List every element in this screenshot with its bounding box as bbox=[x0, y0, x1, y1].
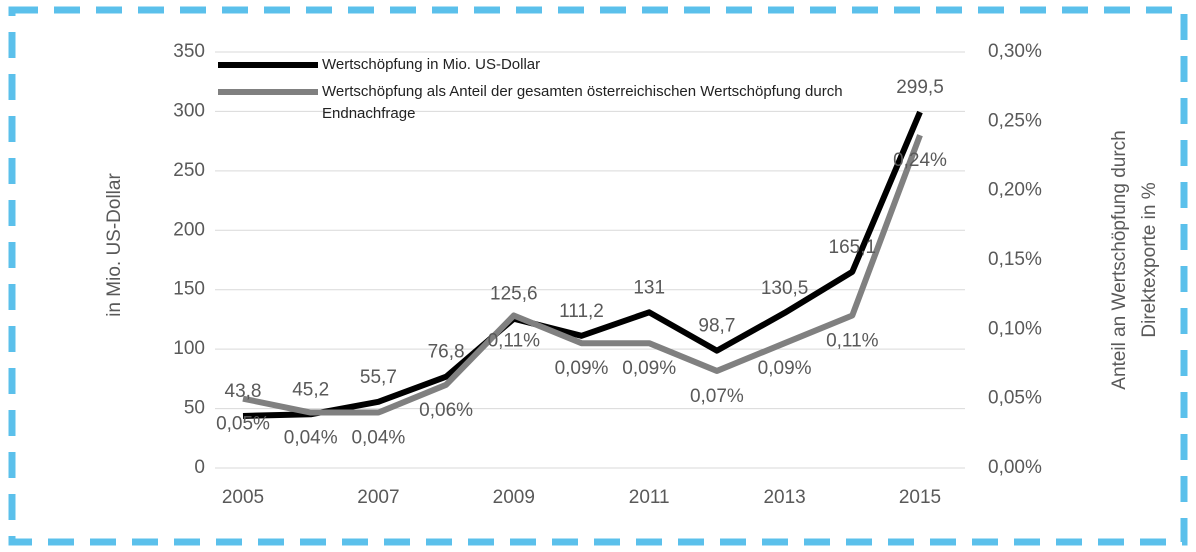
legend-label: Wertschöpfung als Anteil der gesamten ös… bbox=[322, 83, 843, 122]
y2-tick-label: 0,10% bbox=[988, 318, 1042, 339]
data-label: 76,8 bbox=[428, 342, 465, 363]
legend-label: Wertschöpfung in Mio. US-Dollar bbox=[322, 56, 541, 73]
series-line bbox=[242, 110, 923, 419]
x-tick-label: 2005 bbox=[222, 487, 264, 508]
frame bbox=[8, 6, 1188, 546]
data-label: 0,09% bbox=[758, 358, 812, 379]
y-tick-label: 250 bbox=[173, 160, 205, 181]
x-tick-label: 2009 bbox=[493, 487, 535, 508]
data-label: 0,07% bbox=[690, 386, 744, 407]
y2-tick-label: 0,15% bbox=[988, 249, 1042, 270]
data-label: 130,5 bbox=[761, 278, 809, 299]
y-tick-label: 150 bbox=[173, 279, 205, 300]
data-label: 125,6 bbox=[490, 284, 538, 305]
data-label: 111,2 bbox=[559, 301, 604, 322]
y2-axis-title: Anteil an Wertschöpfung durch Direktexpo… bbox=[1109, 130, 1160, 390]
y-tick-label: 100 bbox=[173, 338, 205, 359]
data-label: 299,5 bbox=[896, 77, 944, 98]
data-label: 0,04% bbox=[351, 428, 405, 449]
data-label: 45,2 bbox=[292, 379, 329, 400]
data-label: 55,7 bbox=[360, 367, 397, 388]
data-label: 0,11% bbox=[488, 330, 541, 351]
data-label: 0,24% bbox=[893, 150, 947, 171]
y2-tick-label: 0,20% bbox=[988, 180, 1042, 201]
y-tick-label: 0 bbox=[194, 457, 205, 478]
data-label: 0,06% bbox=[419, 400, 473, 421]
y-axis-title: in Mio. US-Dollar bbox=[104, 173, 125, 317]
x-tick-label: 2015 bbox=[899, 487, 941, 508]
y-tick-label: 300 bbox=[173, 100, 205, 121]
data-label: 98,7 bbox=[698, 316, 735, 337]
data-label: 0,09% bbox=[622, 358, 676, 379]
data-label: 0,05% bbox=[216, 414, 270, 435]
data-label: 165,1 bbox=[829, 237, 877, 258]
y2-tick-label: 0,00% bbox=[988, 457, 1042, 478]
y-tick-label: 50 bbox=[184, 398, 205, 419]
x-tick-label: 2013 bbox=[763, 487, 805, 508]
y2-tick-label: 0,25% bbox=[988, 110, 1042, 131]
data-label: 43,8 bbox=[225, 381, 262, 402]
x-tick-label: 2011 bbox=[629, 487, 670, 508]
data-label: 0,11% bbox=[826, 330, 879, 351]
y-tick-label: 200 bbox=[173, 219, 205, 240]
y2-tick-label: 0,05% bbox=[988, 388, 1042, 409]
y-tick-label: 350 bbox=[173, 41, 205, 62]
series-line bbox=[242, 134, 923, 416]
data-label: 0,04% bbox=[284, 428, 338, 449]
data-label: 0,09% bbox=[555, 358, 609, 379]
y2-tick-label: 0,30% bbox=[988, 41, 1042, 62]
x-tick-label: 2007 bbox=[357, 487, 399, 508]
data-label: 131 bbox=[633, 277, 665, 298]
